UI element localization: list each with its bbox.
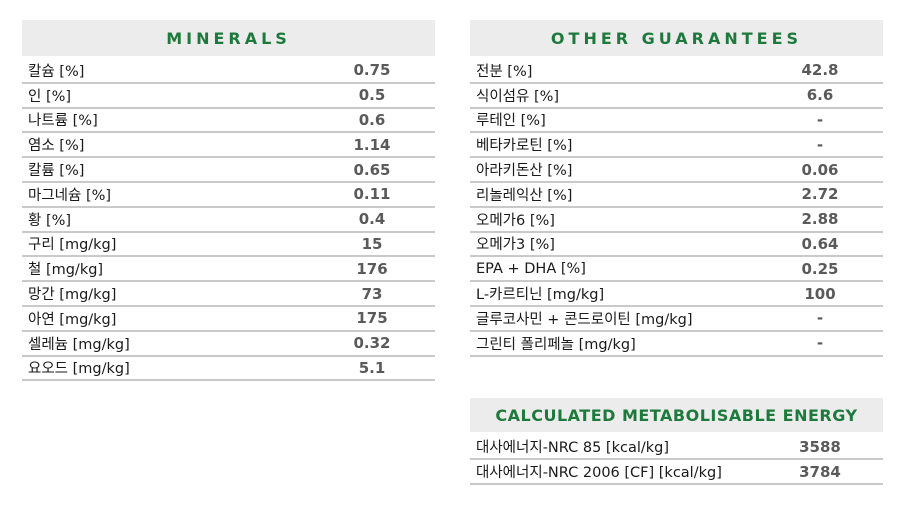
table-row: 아연 [mg/kg] 175 bbox=[22, 307, 435, 332]
table-row: 식이섬유 [%] 6.6 bbox=[470, 84, 883, 109]
row-label: EPA + DHA [%] bbox=[476, 260, 586, 277]
row-value: - bbox=[816, 309, 824, 328]
table-row: 인 [%] 0.5 bbox=[22, 84, 435, 109]
table-row: 오메가6 [%] 2.88 bbox=[470, 208, 883, 233]
table-row: 나트륨 [%] 0.6 bbox=[22, 109, 435, 134]
table-row: 칼슘 [%] 0.75 bbox=[22, 59, 435, 84]
minerals-table: MINERALS 칼슘 [%] 0.75 인 [%] 0.5 나트륨 [%] 0.6 염소 … bbox=[22, 20, 435, 382]
table-row: 황 [%] 0.4 bbox=[22, 208, 435, 233]
row-value: 0.11 bbox=[353, 185, 391, 204]
row-label: 인 [%] bbox=[28, 88, 72, 105]
row-value: 176 bbox=[356, 259, 388, 278]
row-label: 셀레늄 [mg/kg] bbox=[28, 336, 130, 353]
other-guarantees-header: OTHER GUARANTEES bbox=[470, 20, 883, 56]
table-row: 망간 [mg/kg] 73 bbox=[22, 282, 435, 307]
other-guarantees-rows: 전분 [%] 42.8 식이섬유 [%] 6.6 루테인 [%] - 베타카로틴 [%] - 아… bbox=[470, 59, 883, 357]
row-value: 73 bbox=[361, 284, 383, 303]
row-label: 황 [%] bbox=[28, 212, 72, 229]
table-row: 전분 [%] 42.8 bbox=[470, 59, 883, 84]
row-label: 오메가3 [%] bbox=[476, 237, 555, 254]
row-value: 3588 bbox=[799, 437, 841, 456]
table-row: 그린티 폴리페놀 [mg/kg] - bbox=[470, 332, 883, 357]
table-row: 요오드 [mg/kg] 5.1 bbox=[22, 357, 435, 382]
row-label: 마그네슘 [%] bbox=[28, 187, 112, 204]
row-label: 염소 [%] bbox=[28, 138, 85, 155]
row-value: 3784 bbox=[799, 462, 841, 481]
row-label: 망간 [mg/kg] bbox=[28, 287, 117, 304]
table-row: 베타카로틴 [%] - bbox=[470, 133, 883, 159]
row-value: - bbox=[816, 110, 824, 129]
row-label: 구리 [mg/kg] bbox=[28, 237, 117, 254]
row-value: - bbox=[816, 334, 824, 353]
table-row: 오메가3 [%] 0.64 bbox=[470, 233, 883, 258]
row-value: 0.25 bbox=[801, 259, 839, 278]
table-row: 대사에너지-NRC 85 [kcal/kg] 3588 bbox=[470, 435, 883, 460]
row-label: 루테인 [%] bbox=[476, 113, 546, 130]
row-label: L-카르티닌 [mg/kg] bbox=[476, 287, 605, 304]
row-label: 대사에너지-NRC 85 [kcal/kg] bbox=[476, 440, 670, 456]
minerals-header: MINERALS bbox=[22, 20, 435, 56]
row-value: 15 bbox=[361, 234, 383, 253]
row-value: - bbox=[816, 135, 824, 154]
row-label: 칼륨 [%] bbox=[28, 163, 85, 180]
table-row: 글루코사민 + 콘드로이틴 [mg/kg] - bbox=[470, 307, 883, 332]
row-value: 6.6 bbox=[806, 86, 834, 105]
row-value: 0.65 bbox=[353, 160, 391, 179]
row-label: 그린티 폴리페놀 [mg/kg] bbox=[476, 336, 636, 353]
minerals-rows: 칼슘 [%] 0.75 인 [%] 0.5 나트륨 [%] 0.6 염소 [%] 1.14 칼륨… bbox=[22, 59, 435, 382]
row-label: 식이섬유 [%] bbox=[476, 88, 560, 105]
row-value: 0.4 bbox=[358, 210, 386, 229]
row-value: 0.5 bbox=[358, 86, 386, 105]
table-row: 염소 [%] 1.14 bbox=[22, 133, 435, 159]
table-row: L-카르티닌 [mg/kg] 100 bbox=[470, 282, 883, 307]
other-guarantees-table: OTHER GUARANTEES 전분 [%] 42.8 식이섬유 [%] 6.6 루테… bbox=[470, 20, 883, 357]
row-value: 0.06 bbox=[801, 160, 839, 179]
row-label: 요오드 [mg/kg] bbox=[28, 361, 130, 378]
row-label: 글루코사민 + 콘드로이틴 [mg/kg] bbox=[476, 311, 693, 328]
row-value: 42.8 bbox=[801, 61, 839, 80]
row-value: 0.64 bbox=[801, 234, 839, 253]
row-label: 아라키돈산 [%] bbox=[476, 163, 573, 180]
row-label: 전분 [%] bbox=[476, 63, 533, 80]
table-row: 칼륨 [%] 0.65 bbox=[22, 158, 435, 183]
row-label: 리놀레익산 [%] bbox=[476, 187, 573, 204]
row-value: 0.75 bbox=[353, 61, 391, 80]
row-value: 2.88 bbox=[801, 210, 839, 229]
energy-rows: 대사에너지-NRC 85 [kcal/kg] 3588 대사에너지-NRC 2006… bbox=[470, 435, 883, 485]
row-label: 오메가6 [%] bbox=[476, 212, 555, 229]
row-value: 1.14 bbox=[353, 135, 391, 154]
row-value: 2.72 bbox=[801, 185, 839, 204]
table-row: EPA + DHA [%] 0.25 bbox=[470, 257, 883, 283]
table-row: 아라키돈산 [%] 0.06 bbox=[470, 158, 883, 183]
table-row: 철 [mg/kg] 176 bbox=[22, 257, 435, 283]
table-row: 마그네슘 [%] 0.11 bbox=[22, 183, 435, 208]
row-label: 베타카로틴 [%] bbox=[476, 138, 573, 155]
table-row: 대사에너지-NRC 2006 [CF] [kcal/kg] 3784 bbox=[470, 460, 883, 485]
row-label: 칼슘 [%] bbox=[28, 63, 85, 80]
row-label: 대사에너지-NRC 2006 [CF] [kcal/kg] bbox=[476, 465, 722, 481]
table-row: 구리 [mg/kg] 15 bbox=[22, 233, 435, 258]
row-value: 0.32 bbox=[353, 334, 391, 353]
row-value: 5.1 bbox=[358, 358, 386, 377]
row-value: 0.6 bbox=[358, 110, 386, 129]
table-row: 루테인 [%] - bbox=[470, 109, 883, 134]
row-label: 아연 [mg/kg] bbox=[28, 311, 117, 328]
energy-header: CALCULATED METABOLISABLE ENERGY bbox=[470, 398, 883, 432]
row-value: 100 bbox=[804, 284, 836, 303]
row-label: 나트륨 [%] bbox=[28, 113, 98, 130]
table-row: 리놀레익산 [%] 2.72 bbox=[470, 183, 883, 208]
row-value: 175 bbox=[356, 309, 388, 328]
energy-table: CALCULATED METABOLISABLE ENERGY 대사에너지-NR… bbox=[470, 398, 883, 485]
table-row: 셀레늄 [mg/kg] 0.32 bbox=[22, 332, 435, 357]
row-label: 철 [mg/kg] bbox=[28, 262, 104, 279]
